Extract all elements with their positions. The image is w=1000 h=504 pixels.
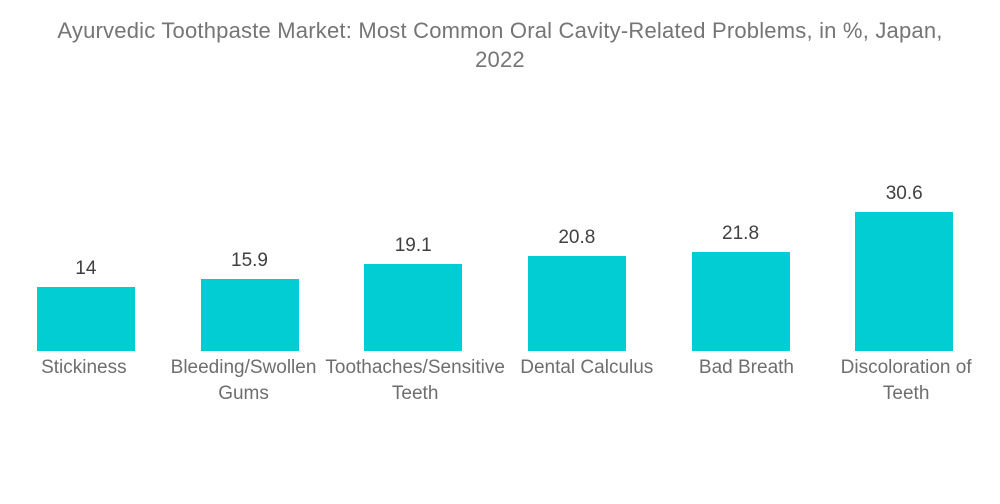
bar [364,264,463,351]
bar [200,278,299,351]
bar [855,211,954,351]
category-label: Discoloration of Teeth [840,357,972,404]
category-label: Dental Calculus [520,357,654,378]
bar-value-label: 15.9 [231,249,268,271]
bar-value-label: 20.8 [558,227,596,249]
bar-value-label: 21.8 [722,222,760,244]
bar-column: 21.8 [659,180,823,351]
category-label: Stickiness [41,357,127,378]
bar-column: 20.8 [495,180,659,351]
bar [691,251,790,351]
bar-value-label: 19.1 [394,235,432,257]
category-label: Toothaches/Sensitive Teeth [325,357,505,404]
bar [527,256,626,351]
bar-value-label: 14 [75,258,97,280]
category-label: Bleeding/Swollen Gums [170,357,317,404]
bars-row: 14 15.9 19.1 20.8 21.8 30.6 [4,180,986,351]
bar-value-label: 30.6 [885,182,923,204]
bar [36,287,135,351]
bar-column: 15.9 [168,180,332,351]
bar-column: 19.1 [331,180,495,351]
bar-column: 30.6 [822,180,986,351]
category-label: Bad Breath [698,357,794,378]
category-labels-row: Stickiness Bleeding/Swollen Gums Toothache… [4,355,986,407]
bar-column: 14 [4,180,168,351]
chart-title: Ayurvedic Toothpaste Market: Most Common… [57,18,943,72]
